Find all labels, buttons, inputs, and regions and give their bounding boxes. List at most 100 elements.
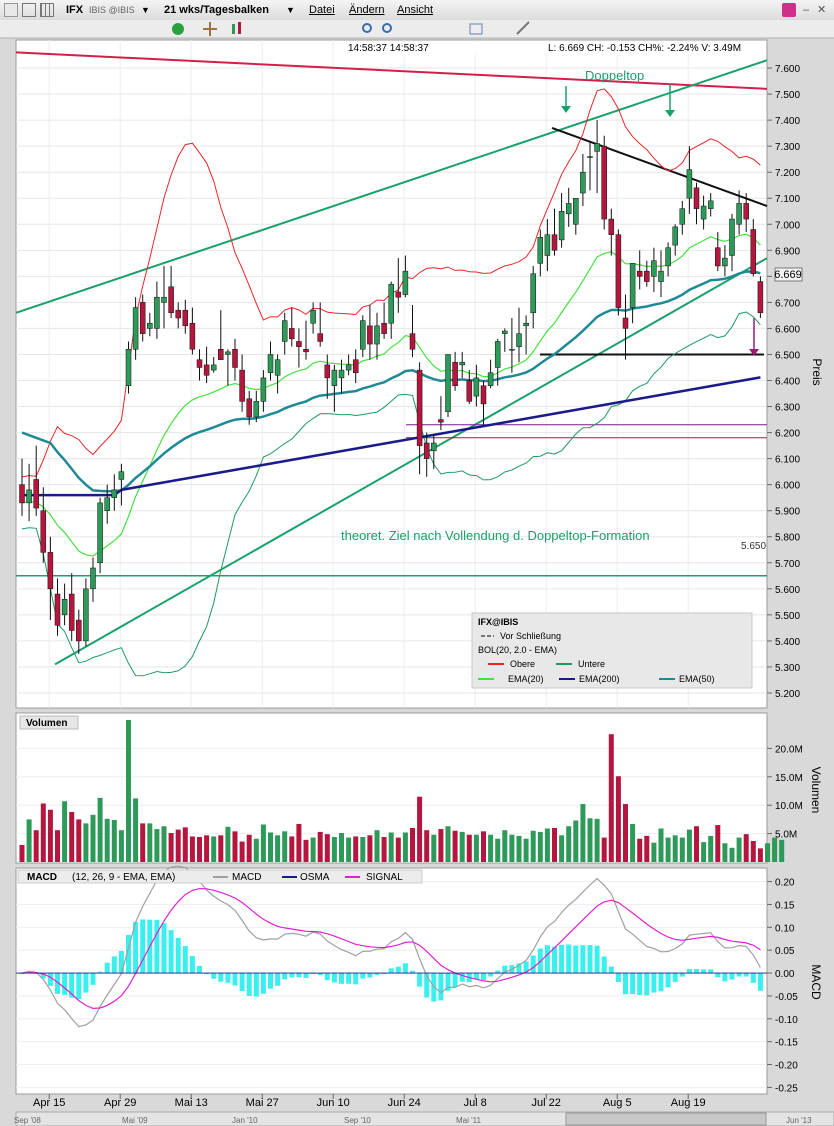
date-tick-label: Apr 29	[104, 1097, 136, 1109]
macd-histogram-bar	[665, 973, 671, 988]
macd-histogram-bar	[679, 973, 685, 977]
volume-bar	[90, 814, 96, 862]
sync-icon[interactable]	[469, 23, 483, 35]
legend-ema200: EMA(200)	[579, 674, 620, 684]
upper-channel-line	[15, 59, 768, 314]
price-tick-label: 5.700	[775, 559, 800, 570]
candle-body	[147, 322, 153, 329]
macd-histogram-bar	[573, 945, 579, 974]
volume-bar	[331, 837, 337, 862]
volume-bar	[388, 832, 394, 862]
candle-body	[494, 341, 501, 368]
macd-histogram-bar	[495, 970, 501, 974]
menu-ansicht[interactable]: Ansicht	[397, 4, 434, 16]
candle-body	[736, 203, 742, 225]
candle-icon[interactable]	[232, 24, 235, 34]
price-axis-label: Preis	[810, 358, 824, 385]
macd-histogram-bar	[339, 973, 344, 984]
macd-histogram-bar	[757, 973, 763, 991]
volume-bar	[395, 837, 401, 862]
macd-histogram-bar	[218, 973, 224, 982]
candle-body	[296, 341, 302, 347]
macd-histogram-bar	[161, 923, 167, 974]
date-tick-label: Aug 5	[603, 1097, 632, 1109]
price-panel[interactable]: 7.600 7.500 7.400 7.300 7.200 7.100 7.000 6.900…	[15, 39, 824, 709]
period-selector[interactable]: 21 wks/Tagesbalken	[164, 4, 269, 16]
candle-body	[523, 322, 529, 327]
candle-body	[587, 156, 593, 158]
candle-body	[757, 281, 764, 314]
tools-icon[interactable]	[516, 21, 530, 35]
layout-icon[interactable]	[22, 3, 36, 17]
volume-bar	[495, 838, 501, 862]
candle-body	[182, 309, 189, 327]
candle-body	[76, 619, 82, 642]
macd-histogram-bar	[410, 970, 415, 974]
candle-body	[601, 145, 607, 220]
macd-histogram-bar	[644, 973, 650, 996]
candle-body	[139, 302, 146, 334]
candle-body	[374, 325, 380, 345]
macd-histogram-bar	[452, 973, 458, 988]
macd-axis: 0.20 0.15 0.10 0.05 0.00 -0.05 -0.10 -0.15 -0.20…	[767, 878, 798, 1094]
candle-body	[473, 377, 480, 397]
volume-bar	[246, 834, 252, 862]
volume-bar	[282, 831, 288, 862]
menu-datei[interactable]: Datei	[309, 4, 335, 16]
candle-body	[700, 205, 707, 220]
macd-histogram-bar	[204, 973, 210, 975]
window-menu-icon[interactable]	[4, 3, 18, 17]
date-tick-label: Mai 27	[246, 1097, 279, 1109]
volume-bar	[303, 839, 309, 862]
period-dropdown-icon[interactable]: ▼	[286, 5, 295, 15]
volume-axis-label: Volumen	[809, 767, 823, 814]
grid-icon[interactable]	[40, 3, 54, 17]
timeline-label: Sep '08	[14, 1116, 41, 1125]
date-tick-label: Jul 8	[464, 1097, 487, 1109]
last-price-value: 6.669	[774, 269, 802, 281]
volume-bar	[111, 819, 117, 862]
price-tick-label: 6.400	[775, 377, 800, 388]
toolbar: IFX IBIS @IBIS ▼ 21 wks/Tagesbalken ▼ Da…	[0, 0, 834, 21]
candle-body	[104, 497, 110, 511]
volume-panel[interactable]: 20.0M 15.0M 10.0M 5.0M Volumen Volumen	[15, 712, 823, 864]
menu-aendern[interactable]: Ändern	[349, 4, 385, 16]
macd-histogram-bar	[481, 973, 486, 981]
legend-close-line: Vor Schließung	[500, 631, 561, 641]
candle-body	[715, 247, 721, 267]
app-logo-icon[interactable]	[782, 3, 796, 17]
volume-bar	[736, 837, 742, 862]
volume-bar	[225, 826, 231, 862]
candle-body	[750, 229, 757, 274]
macd-histogram-bar	[637, 973, 643, 995]
legend-bollinger: BOL(20, 2.0 - EMA)	[478, 645, 557, 655]
candle-body	[707, 200, 714, 209]
volume-bar	[580, 804, 586, 862]
macd-histogram-bar	[40, 973, 46, 979]
volume-axis: 20.0M 15.0M 10.0M 5.0M	[767, 744, 803, 841]
symbol-label[interactable]: IFX	[66, 4, 84, 16]
resistance-line-red	[15, 51, 768, 90]
volume-bar	[459, 831, 465, 862]
symbol-dropdown-icon[interactable]: ▼	[141, 5, 150, 15]
close-icon[interactable]: ✕	[817, 4, 827, 16]
candle-body	[47, 552, 54, 590]
zoom-in-icon[interactable]	[362, 23, 372, 33]
macd-histogram-bar	[743, 973, 749, 977]
volume-bar	[339, 833, 344, 862]
candle-body	[395, 291, 402, 298]
candle-body	[622, 317, 629, 329]
candle-body	[423, 442, 430, 459]
volume-bar	[772, 837, 778, 862]
volume-bar	[452, 830, 458, 862]
indicator-legend[interactable]: IFX@IBIS Vor Schließung BOL(20, 2.0 - EM…	[471, 612, 753, 689]
chart-area[interactable]: 7.600 7.500 7.400 7.300 7.200 7.100 7.000 6.900…	[0, 20, 834, 1126]
macd-panel[interactable]: 0.20 0.15 0.10 0.05 0.00 -0.05 -0.10 -0.15 -0.20…	[15, 865, 823, 1095]
date-tick-label: Mai 13	[175, 1097, 208, 1109]
minimize-icon[interactable]: –	[803, 4, 810, 16]
zoom-out-icon[interactable]	[382, 23, 392, 33]
volume-bar	[62, 801, 68, 862]
macd-tick-label: 0.10	[775, 923, 795, 934]
candle-body	[665, 247, 671, 267]
currency-icon[interactable]	[172, 23, 184, 35]
